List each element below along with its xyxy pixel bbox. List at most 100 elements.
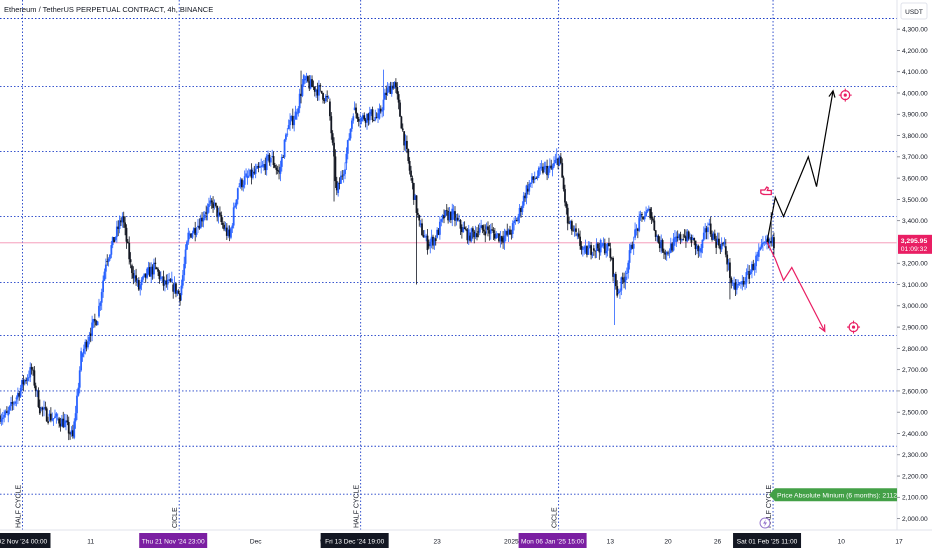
candle-body [164, 280, 166, 285]
candle-body [48, 413, 51, 417]
candle-body [532, 176, 535, 180]
candle-body [682, 239, 685, 241]
candle-body [198, 225, 201, 229]
candle-body [279, 166, 282, 174]
candle-body [11, 402, 14, 404]
candle-body [0, 419, 3, 422]
candle-body [394, 82, 397, 88]
candle-body [73, 421, 76, 438]
price-tick-label: 3,000.00 [902, 303, 928, 310]
candle-body [555, 158, 558, 160]
candle-body [249, 169, 252, 176]
candle-body [87, 341, 89, 348]
candle-body [194, 228, 197, 235]
candle-body [683, 235, 686, 237]
candle-body [764, 242, 767, 243]
candle-body [344, 169, 346, 175]
cycle-label: CICLE [552, 507, 559, 528]
cycle-label: HALF CYCLE [354, 484, 361, 528]
time-tick-label: 20 [664, 539, 672, 546]
candle-body [704, 228, 707, 233]
candle-body [297, 108, 300, 114]
candle-body [390, 85, 393, 94]
candle-body [311, 79, 313, 87]
candle-body [320, 90, 323, 94]
candle-body [245, 173, 247, 177]
candle-body [631, 244, 634, 249]
candle-body [319, 85, 322, 87]
lightning-icon[interactable] [759, 517, 771, 529]
candle-body [763, 242, 766, 243]
candle-body [466, 229, 469, 241]
candle-body [581, 248, 584, 250]
candle-body [573, 228, 576, 231]
candle-body [65, 420, 67, 423]
candle-body [359, 121, 362, 122]
currency-button[interactable]: USDT [900, 2, 928, 20]
candle-body [499, 236, 502, 242]
candle-body [672, 238, 675, 251]
candle-body [485, 226, 488, 230]
candle-body [175, 283, 177, 294]
candle-body [161, 276, 164, 278]
candle-body [1, 417, 4, 420]
candle-body [80, 351, 83, 371]
candle-body [338, 183, 341, 184]
candle-body [206, 207, 209, 214]
candle-body [625, 272, 628, 274]
candle-body [122, 216, 125, 223]
candle-body [719, 245, 722, 250]
candle-body [176, 290, 179, 294]
candle-body [208, 203, 210, 208]
candle-body [443, 215, 445, 219]
candle-body [580, 245, 583, 250]
candle-body [313, 86, 316, 92]
candle-body [768, 241, 771, 244]
candle-body [451, 208, 454, 220]
candle-body [619, 290, 621, 292]
candle-body [544, 165, 547, 167]
candle-body [493, 233, 496, 239]
candle-body [103, 271, 106, 281]
candle-body [55, 413, 58, 417]
candle-body [7, 410, 10, 416]
candle-body [22, 380, 25, 385]
candle-body [561, 163, 564, 178]
price-minimum-callout[interactable]: Price Absolute Minium (6 months): 2112 [769, 488, 897, 502]
candle-body [564, 189, 566, 203]
candle-body [529, 182, 532, 185]
candle-body [169, 279, 172, 282]
candle-body [517, 216, 520, 222]
candle-body [379, 108, 382, 112]
candle-body [533, 178, 536, 180]
candle-body [671, 243, 674, 251]
candle-body [44, 407, 47, 409]
candle-body [59, 423, 62, 427]
candle-body [403, 131, 406, 146]
price-tick-label: 3,200.00 [902, 261, 928, 268]
candle-body [654, 230, 657, 237]
candle-body [740, 282, 742, 284]
candle-body [267, 154, 269, 157]
candle-body [294, 111, 297, 120]
candle-body [120, 220, 122, 223]
time-scale[interactable]: Sat 02 Nov '24 00:00 11 Thu 21 Nov '24 23:… [0, 533, 903, 548]
candle-body [154, 262, 157, 264]
candle-body [678, 234, 680, 239]
candle-body [186, 241, 188, 250]
candle-body [102, 280, 104, 293]
candle-body [191, 233, 194, 238]
candle-body [713, 233, 716, 239]
price-scale[interactable]: 4,300.00 4,200.00 4,100.00 4,000.00 3,900.00… [897, 27, 928, 523]
candle-body [33, 370, 36, 386]
candle-body [702, 232, 705, 240]
candle-body [482, 229, 485, 232]
candle-body [414, 195, 417, 200]
candle-body [718, 238, 720, 246]
price-tick-label: 2,900.00 [902, 324, 928, 331]
candle-body [731, 282, 734, 284]
candle-body [601, 245, 603, 247]
candle-body [667, 252, 669, 254]
candle-body [0, 415, 1, 422]
